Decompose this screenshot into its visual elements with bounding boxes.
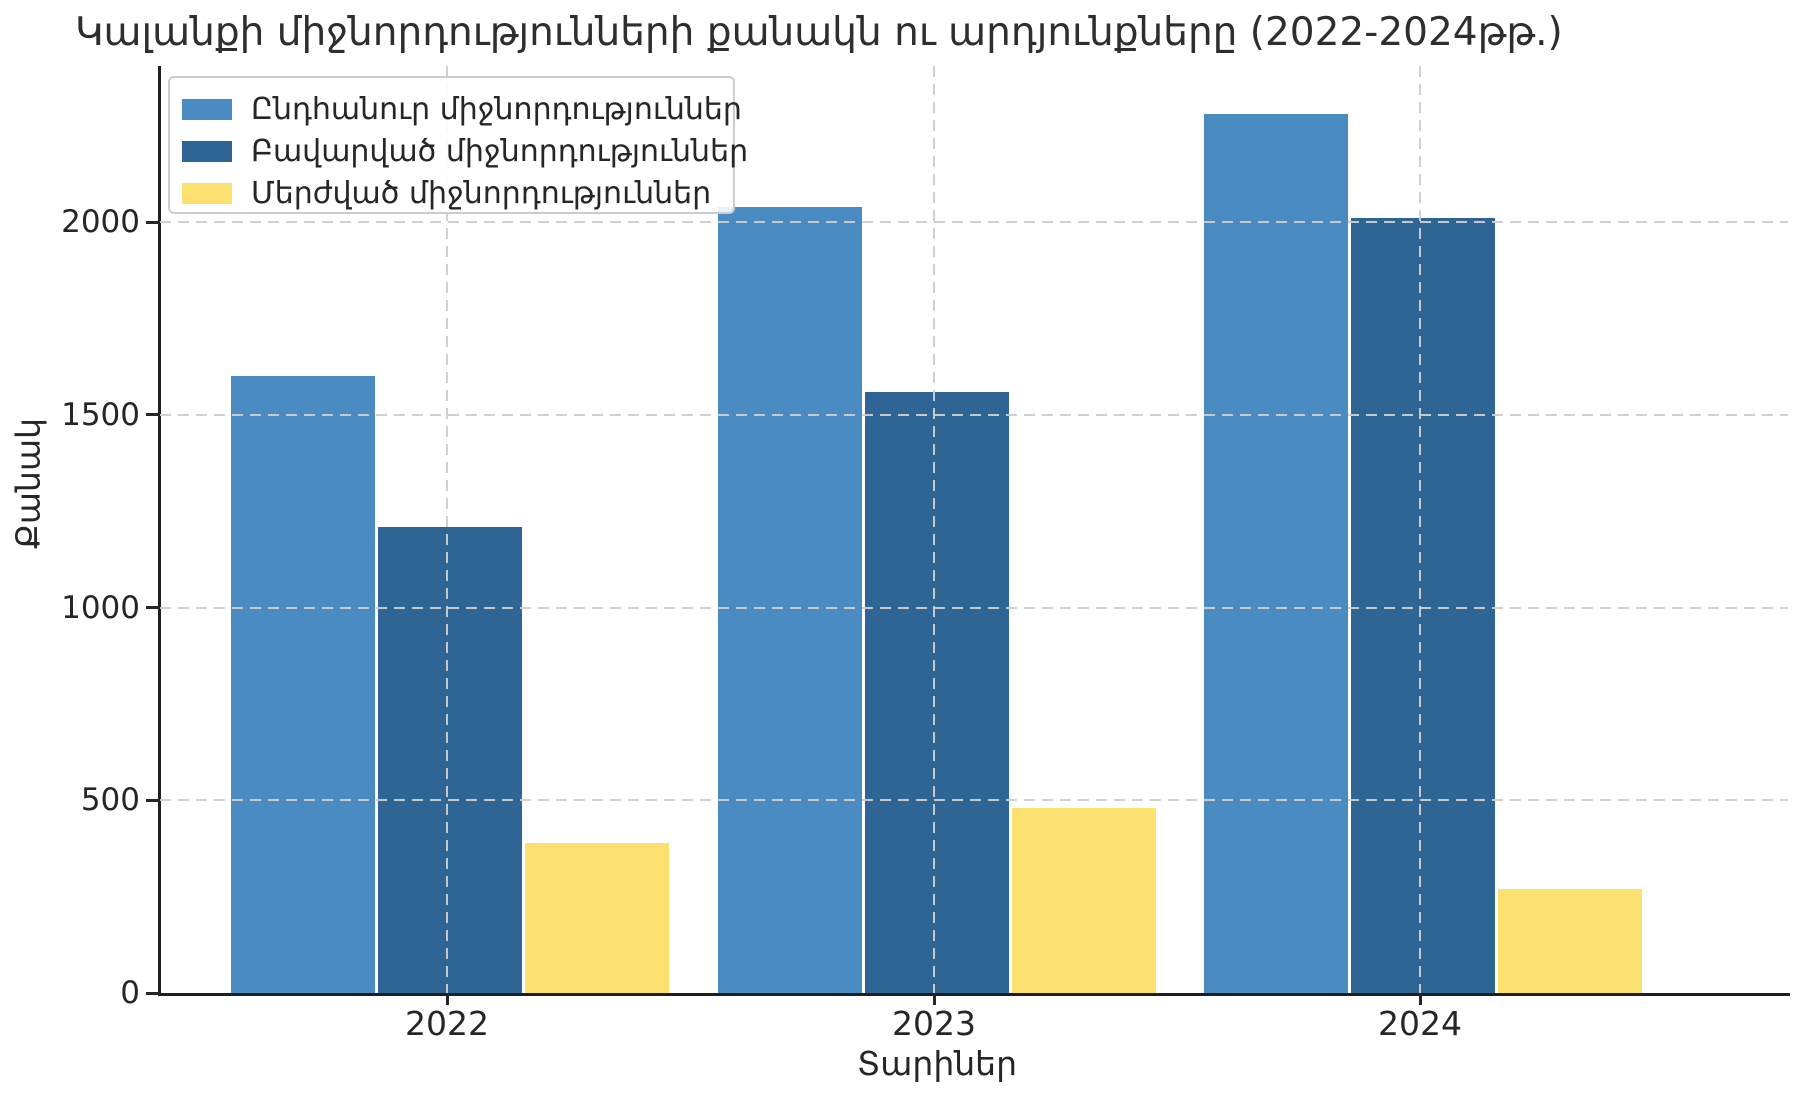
bar-2022-series3 — [525, 843, 669, 993]
chart-title: Կալանքի միջնորդությունների քանակն ու արդ… — [75, 10, 1563, 55]
x-axis-label: Տարիներ — [857, 1044, 1017, 1083]
y-tick-0 — [146, 991, 160, 995]
y-tick-500 — [146, 798, 160, 802]
y-tick-label-500: 500 — [80, 782, 140, 819]
gridline-y-1500 — [160, 413, 1788, 416]
legend-item-2: Բավարված միջնորդություններ — [182, 131, 748, 171]
gridline-x-2024 — [1419, 66, 1421, 993]
y-tick-label-1500: 1500 — [61, 396, 140, 433]
bar-2022-series2 — [378, 527, 522, 993]
y-tick-1500 — [146, 413, 160, 417]
legend-item-1: Ընդհանուր միջնորդություններ — [182, 89, 742, 129]
legend: Ընդհանուր միջնորդություններ Բավարված միջն… — [168, 76, 748, 214]
x-axis-spine — [158, 993, 1790, 996]
y-tick-label-1000: 1000 — [61, 589, 140, 626]
gridline-x-2022 — [446, 66, 448, 993]
bar-2024-series2 — [1351, 218, 1495, 993]
y-tick-2000 — [146, 220, 160, 224]
bar-2023-series3 — [1012, 808, 1156, 993]
legend-item-3: Մերժված միջնորդություններ — [182, 173, 711, 213]
y-tick-label-2000: 2000 — [61, 204, 140, 240]
gridline-y-1000 — [160, 606, 1788, 609]
legend-label-1: Ընդհանուր միջնորդություններ — [251, 91, 742, 127]
gridline-y-500 — [160, 799, 1788, 802]
gridline-x-2023 — [933, 66, 935, 993]
legend-swatch-3 — [182, 182, 232, 204]
legend-label-3: Մերժված միջնորդություններ — [251, 175, 712, 211]
bar-2023-series1 — [718, 207, 862, 993]
legend-label-2: Բավարված միջնորդություններ — [251, 133, 749, 169]
y-axis-spine — [158, 66, 161, 996]
bar-2023-series2 — [865, 392, 1009, 993]
x-tick-label-2022: 2022 — [405, 1004, 489, 1043]
x-tick-label-2024: 2024 — [1378, 1004, 1462, 1043]
legend-swatch-2 — [182, 140, 232, 162]
y-axis-label: Քանակ — [8, 417, 48, 550]
bar-2024-series1 — [1204, 114, 1348, 993]
x-tick-2024 — [1418, 993, 1422, 1005]
y-tick-label-0: 0 — [120, 975, 140, 1011]
legend-swatch-1 — [182, 98, 232, 120]
y-tick-1000 — [146, 606, 160, 609]
x-tick-2022 — [445, 993, 449, 1005]
x-tick-label-2023: 2023 — [892, 1004, 976, 1043]
x-tick-2023 — [932, 993, 936, 1005]
gridline-y-2000 — [160, 221, 1788, 223]
bar-2022-series1 — [231, 376, 375, 993]
bar-2024-series3 — [1498, 889, 1642, 993]
